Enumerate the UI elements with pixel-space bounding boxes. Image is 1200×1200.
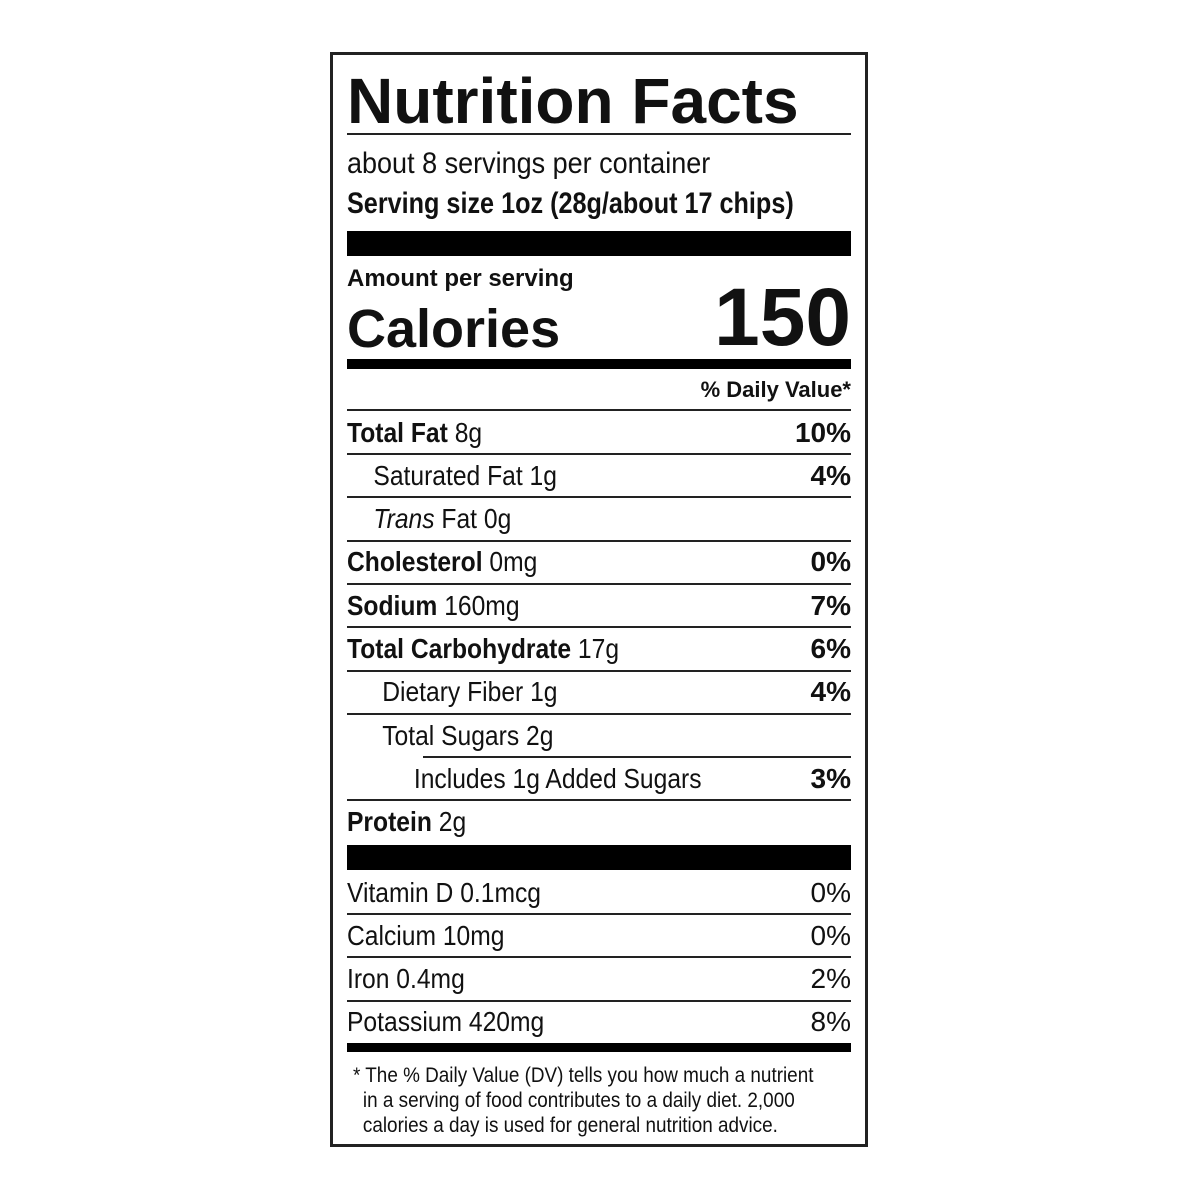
daily-value-header: % Daily Value* bbox=[700, 377, 851, 402]
divider bbox=[347, 799, 851, 802]
divider bbox=[423, 756, 851, 759]
vitamin-amount: 10mg bbox=[442, 919, 505, 951]
divider bbox=[347, 669, 851, 672]
vitamin-row: Iron 0.4mg 2% bbox=[347, 958, 851, 1001]
thick-divider bbox=[347, 845, 851, 870]
thick-divider bbox=[347, 1043, 851, 1052]
nutrient-name: Dietary Fiber bbox=[382, 676, 524, 708]
divider bbox=[347, 133, 851, 135]
nutrient-label: Sodium 160mg bbox=[347, 590, 520, 622]
nutrient-row: Includes 1g Added Sugars 3% bbox=[347, 757, 851, 800]
vitamin-label: Calcium 10mg bbox=[347, 920, 504, 952]
nutrient-amount: 2g bbox=[438, 806, 467, 838]
vitamin-daily-value: 0% bbox=[810, 876, 851, 908]
nutrient-name-suffix: Fat bbox=[441, 503, 478, 535]
vitamin-name: Iron bbox=[347, 963, 390, 995]
nutrient-name: Trans bbox=[373, 503, 435, 535]
nutrient-daily-value: 4% bbox=[810, 459, 851, 491]
nutrient-name: Includes 1g Added Sugars bbox=[413, 762, 702, 794]
nutrition-facts-label: Nutrition Facts about 8 servings per con… bbox=[330, 52, 868, 1147]
divider bbox=[347, 453, 851, 455]
vitamin-row: Potassium 420mg 8% bbox=[347, 1001, 851, 1044]
divider bbox=[347, 626, 851, 629]
vitamin-name: Potassium bbox=[347, 1006, 463, 1038]
vitamin-name: Vitamin D bbox=[347, 876, 454, 908]
nutrient-name: Sodium bbox=[347, 589, 438, 621]
nutrient-amount: 2g bbox=[526, 719, 554, 751]
nutrient-label: Includes 1g Added Sugars bbox=[347, 763, 702, 795]
vitamin-row: Calcium 10mg 0% bbox=[347, 914, 851, 957]
nutrient-row: Cholesterol 0mg 0% bbox=[347, 541, 851, 584]
divider bbox=[347, 582, 851, 585]
nutrient-label: Total Carbohydrate 17g bbox=[347, 633, 619, 665]
nutrient-label: Total Fat 8g bbox=[347, 417, 482, 449]
footnote: * The % Daily Value (DV) tells you how m… bbox=[353, 1064, 814, 1137]
nutrient-name: Protein bbox=[347, 806, 432, 838]
thick-divider bbox=[347, 231, 851, 256]
nutrient-amount: 8g bbox=[454, 416, 483, 448]
vitamin-daily-value: 2% bbox=[810, 963, 851, 995]
label-title: Nutrition Facts bbox=[347, 65, 799, 137]
calories-label: Calories bbox=[347, 299, 561, 359]
vitamin-row: Vitamin D 0.1mcg 0% bbox=[347, 871, 851, 914]
nutrient-row: Dietary Fiber 1g 4% bbox=[347, 671, 851, 714]
divider bbox=[347, 712, 851, 715]
nutrient-row: Total Fat 8g 10% bbox=[347, 411, 851, 454]
vitamin-label: Iron 0.4mg bbox=[347, 963, 465, 995]
nutrient-name: Saturated Fat bbox=[373, 459, 523, 491]
nutrient-row: Sodium 160mg 7% bbox=[347, 584, 851, 627]
nutrient-daily-value: 3% bbox=[810, 762, 851, 794]
calories-value: 150 bbox=[714, 272, 851, 363]
nutrient-daily-value: 6% bbox=[810, 633, 851, 664]
vitamin-amount: 420mg bbox=[468, 1006, 545, 1038]
nutrient-amount: 1g bbox=[530, 676, 558, 708]
vitamin-name: Calcium bbox=[347, 919, 437, 951]
nutrient-label: Total Sugars 2g bbox=[347, 720, 553, 752]
thick-divider bbox=[347, 359, 851, 369]
amount-per-serving: Amount per serving bbox=[347, 265, 574, 292]
nutrient-daily-value: 4% bbox=[810, 676, 851, 708]
divider bbox=[347, 409, 851, 411]
nutrient-label: Cholesterol 0mg bbox=[347, 546, 537, 578]
vitamin-daily-value: 0% bbox=[810, 919, 851, 951]
divider bbox=[347, 956, 851, 959]
nutrient-name: Cholesterol bbox=[347, 546, 483, 578]
divider bbox=[347, 999, 851, 1002]
nutrient-row: Total Carbohydrate 17g 6% bbox=[347, 628, 851, 671]
servings-per-container: about 8 servings per container bbox=[347, 147, 711, 180]
nutrient-daily-value: 7% bbox=[810, 589, 851, 621]
nutrient-amount: 160mg bbox=[444, 589, 520, 621]
nutrient-name: Total Carbohydrate bbox=[347, 633, 572, 664]
divider bbox=[347, 539, 851, 542]
divider bbox=[347, 496, 851, 499]
vitamin-daily-value: 8% bbox=[810, 1006, 851, 1038]
nutrient-label: Trans Fat 0g bbox=[347, 503, 511, 535]
nutrient-daily-value: 0% bbox=[810, 546, 851, 578]
vitamin-amount: 0.1mcg bbox=[460, 876, 542, 908]
nutrient-name: Total Fat bbox=[347, 416, 448, 448]
nutrient-amount: 1g bbox=[529, 459, 557, 491]
nutrient-row: Saturated Fat 1g 4% bbox=[347, 454, 851, 497]
vitamin-label: Vitamin D 0.1mcg bbox=[347, 877, 541, 909]
vitamin-amount: 0.4mg bbox=[396, 963, 465, 995]
vitamin-label: Potassium 420mg bbox=[347, 1006, 544, 1038]
divider bbox=[347, 913, 851, 915]
nutrient-label: Dietary Fiber 1g bbox=[347, 676, 557, 708]
calories-row: Calories 150 bbox=[347, 277, 851, 360]
nutrient-daily-value: 10% bbox=[794, 416, 851, 448]
nutrient-row: Protein 2g bbox=[347, 801, 851, 844]
nutrient-name: Total Sugars bbox=[382, 719, 520, 751]
nutrient-amount: 0mg bbox=[489, 546, 538, 578]
nutrient-amount: 0g bbox=[483, 503, 512, 535]
serving-size: Serving size 1oz (28g/about 17 chips) bbox=[347, 187, 794, 220]
nutrient-label: Saturated Fat 1g bbox=[347, 460, 557, 492]
nutrient-amount: 17g bbox=[577, 633, 620, 664]
nutrient-label: Protein 2g bbox=[347, 806, 466, 838]
nutrient-row: Trans Fat 0g bbox=[347, 498, 851, 541]
nutrient-row: Total Sugars 2g bbox=[347, 714, 851, 757]
